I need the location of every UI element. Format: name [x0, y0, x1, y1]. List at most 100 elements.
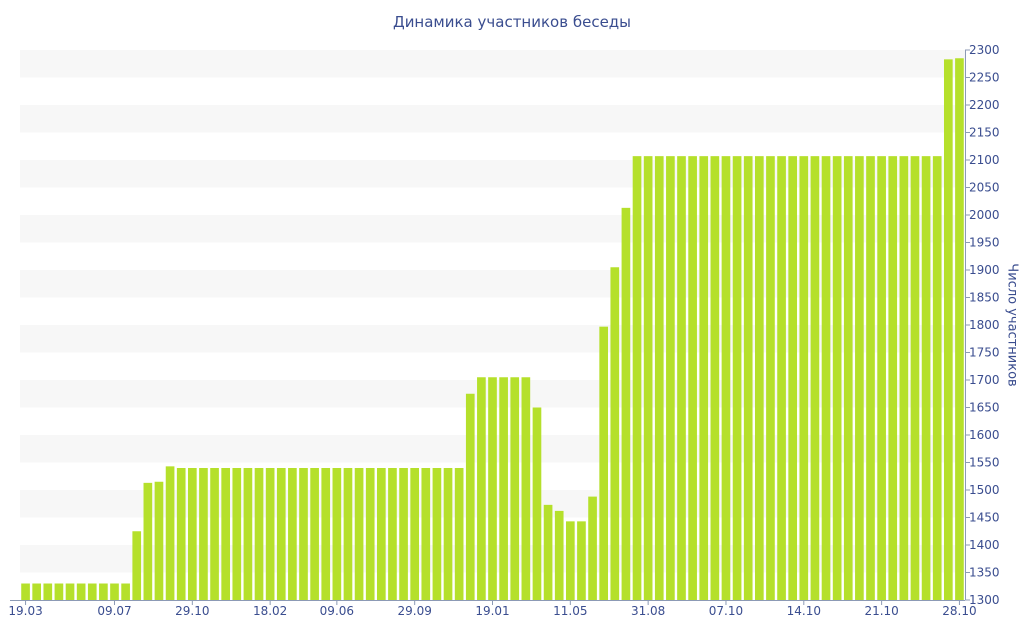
bar — [710, 156, 720, 600]
bar — [877, 156, 886, 600]
y-tick-label: 1650 — [969, 401, 1000, 415]
bar — [365, 468, 375, 600]
bar — [699, 156, 709, 600]
bar — [666, 156, 675, 600]
bar — [288, 468, 297, 600]
x-tick-label: 09.06 — [320, 604, 354, 618]
bar — [532, 407, 542, 600]
bar — [221, 468, 231, 600]
bar — [165, 466, 175, 600]
bar — [688, 156, 697, 600]
bar — [354, 468, 364, 600]
bar — [410, 468, 420, 600]
y-tick-label: 1400 — [969, 538, 1000, 552]
y-tick-label: 2000 — [969, 208, 1000, 222]
bar — [654, 156, 664, 600]
y-tick-label: 2250 — [969, 71, 1000, 85]
y-tick-label: 1450 — [969, 511, 1000, 525]
bar — [743, 156, 753, 600]
bar — [610, 267, 620, 600]
bar — [121, 583, 130, 600]
bar — [899, 156, 909, 600]
bar — [176, 468, 186, 600]
bar — [210, 468, 219, 600]
bar — [265, 468, 275, 600]
y-axis-label: Число участников — [1004, 263, 1020, 387]
bar — [110, 583, 119, 600]
bar — [454, 468, 464, 600]
y-tick-label: 2150 — [969, 126, 1000, 140]
y-tick-label: 1950 — [969, 236, 1000, 250]
bar — [477, 377, 486, 600]
bar — [310, 468, 319, 600]
y-tick-label: 2200 — [969, 98, 1000, 112]
chart-title: Динамика участников беседы — [392, 13, 632, 31]
bar — [766, 156, 775, 600]
bar — [588, 496, 597, 600]
bar — [943, 59, 953, 601]
y-tick-label: 1850 — [969, 291, 1000, 305]
bar — [799, 156, 809, 600]
bar — [32, 583, 42, 600]
y-tick-label: 1600 — [969, 428, 1000, 442]
bar — [154, 481, 164, 600]
bar — [888, 156, 898, 600]
y-tick-label: 1550 — [969, 456, 1000, 470]
grid-band — [20, 105, 965, 133]
x-tick-label: 19.03 — [8, 604, 42, 618]
bar — [788, 156, 798, 600]
bar — [910, 156, 920, 600]
bar — [632, 156, 642, 600]
bar — [132, 531, 142, 600]
bar — [832, 156, 842, 600]
y-tick-label: 1300 — [969, 593, 1000, 607]
bar — [510, 377, 520, 600]
bar — [821, 156, 831, 600]
y-tick-label: 1900 — [969, 263, 1000, 277]
bar — [343, 468, 353, 600]
bar — [65, 583, 75, 600]
bar — [577, 521, 586, 600]
bar — [99, 583, 108, 600]
x-tick-label: 11.05 — [553, 604, 587, 618]
y-tick-label: 1500 — [969, 483, 1000, 497]
bar — [76, 583, 86, 600]
x-tick-label: 14.10 — [787, 604, 821, 618]
bar — [488, 377, 497, 600]
grid-band — [20, 50, 965, 78]
bar — [388, 468, 397, 600]
x-tick-label: 18.02 — [253, 604, 287, 618]
x-tick-label: 21.10 — [864, 604, 898, 618]
bar — [754, 156, 764, 600]
y-tick-label: 2300 — [969, 43, 1000, 57]
bar — [543, 504, 553, 600]
bar — [777, 156, 786, 600]
bar — [21, 583, 30, 600]
bar — [677, 156, 686, 600]
bar — [443, 468, 453, 600]
bar — [299, 468, 308, 600]
bar — [199, 468, 208, 600]
bar — [621, 207, 631, 600]
bar — [721, 156, 731, 600]
bar — [43, 583, 53, 600]
y-tick-label: 1350 — [969, 566, 1000, 580]
bar — [921, 156, 931, 600]
bar — [432, 468, 442, 600]
bar — [955, 58, 964, 600]
bar — [321, 468, 331, 600]
x-tick-label: 19.01 — [475, 604, 509, 618]
bar — [643, 156, 653, 600]
x-tick-label: 31.08 — [631, 604, 665, 618]
bar — [732, 156, 742, 600]
y-tick-label: 1750 — [969, 346, 1000, 360]
bar — [521, 377, 531, 600]
bar — [554, 510, 564, 600]
bar — [843, 156, 853, 600]
bar — [866, 156, 875, 600]
x-tick-label: 29.10 — [175, 604, 209, 618]
bar — [232, 468, 242, 600]
bar — [855, 156, 864, 600]
bar — [932, 156, 942, 600]
